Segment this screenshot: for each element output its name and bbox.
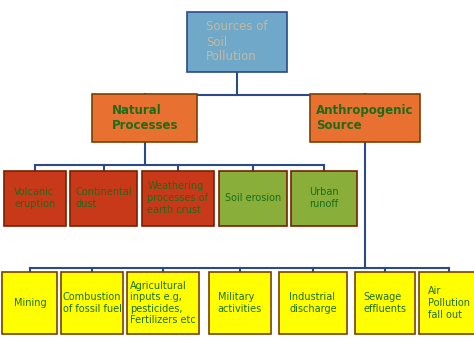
Text: Combustion
of fossil fuel: Combustion of fossil fuel [63,292,121,314]
FancyBboxPatch shape [127,272,199,334]
Text: Weathering
processes of
earth crust: Weathering processes of earth crust [147,181,209,215]
FancyBboxPatch shape [142,170,214,225]
FancyBboxPatch shape [61,272,123,334]
FancyBboxPatch shape [419,272,474,334]
Text: Anthropogenic
Source: Anthropogenic Source [316,104,414,132]
Text: Sources of
Soil
Pollution: Sources of Soil Pollution [206,21,268,64]
FancyBboxPatch shape [291,170,357,225]
Text: Natural
Processes: Natural Processes [112,104,178,132]
FancyBboxPatch shape [4,170,66,225]
FancyBboxPatch shape [187,12,287,72]
Text: Continental
dust: Continental dust [76,187,132,209]
Text: Soil erosion: Soil erosion [225,193,281,203]
FancyBboxPatch shape [71,170,137,225]
Text: Military
activities: Military activities [218,292,262,314]
FancyBboxPatch shape [355,272,415,334]
Text: Agricultural
inputs e.g,
pesticides,
Fertilizers etc: Agricultural inputs e.g, pesticides, Fer… [130,280,196,326]
FancyBboxPatch shape [279,272,347,334]
Text: Sewage
effluents: Sewage effluents [364,292,407,314]
Text: Volcanic
eruption: Volcanic eruption [14,187,55,209]
Text: Urban
runoff: Urban runoff [309,187,339,209]
FancyBboxPatch shape [310,94,420,142]
FancyBboxPatch shape [2,272,57,334]
FancyBboxPatch shape [92,94,198,142]
Text: Mining: Mining [14,298,46,308]
Text: Air
Pollution
fall out: Air Pollution fall out [428,286,470,320]
FancyBboxPatch shape [209,272,271,334]
Text: Industrial
discharge: Industrial discharge [289,292,337,314]
FancyBboxPatch shape [219,170,287,225]
